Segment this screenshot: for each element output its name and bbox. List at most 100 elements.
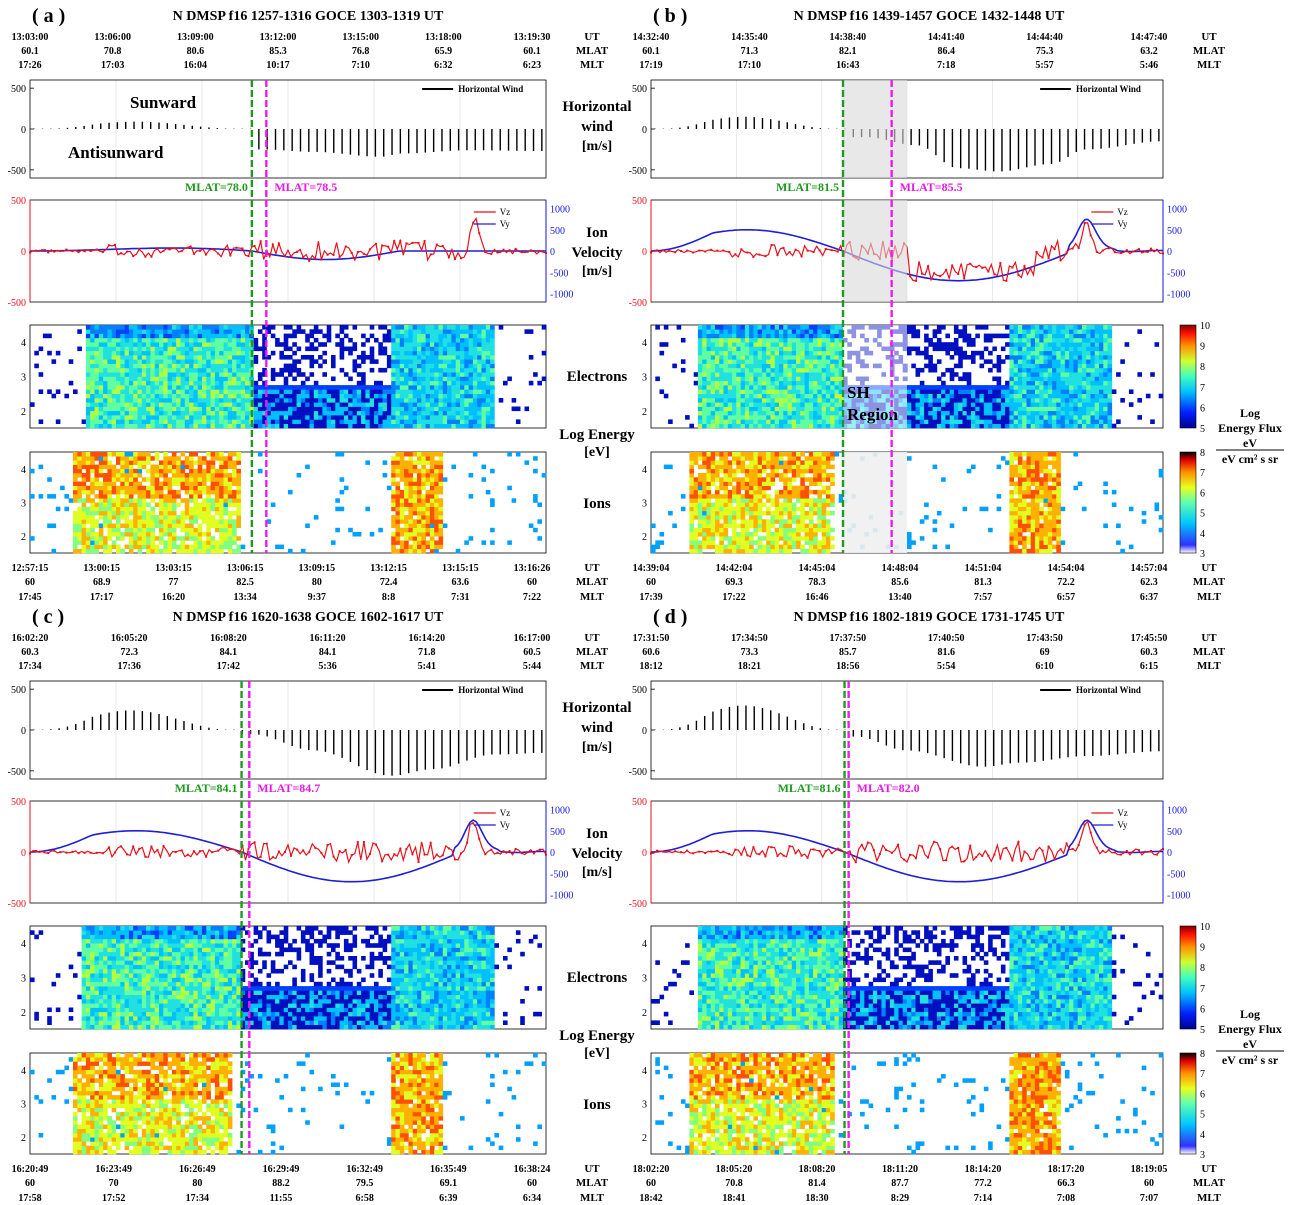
- ion-cell: [404, 515, 409, 520]
- ion-cell: [421, 456, 426, 461]
- electron-cell: [950, 385, 955, 390]
- electron-cell: [176, 351, 181, 356]
- electron-cell: [749, 329, 754, 334]
- electron-cell: [426, 347, 431, 352]
- ion-cell: [168, 469, 173, 474]
- top-mlat-tick: 82.1: [839, 46, 857, 57]
- electron-cell: [413, 398, 418, 403]
- electron-cell: [155, 394, 160, 399]
- electron-cell: [181, 407, 186, 412]
- electron-cell: [400, 334, 405, 339]
- electron-cell: [181, 355, 186, 360]
- ion-cell: [211, 490, 216, 495]
- ion-cell: [426, 545, 431, 550]
- ion-cell: [232, 532, 237, 537]
- vz-point: [795, 249, 797, 251]
- ion-cell: [434, 545, 439, 550]
- electron-cell: [172, 364, 177, 369]
- electron-cell: [348, 385, 353, 390]
- electron-cell: [698, 355, 703, 360]
- ion-cell: [404, 507, 409, 512]
- ion-cell: [73, 473, 78, 478]
- electron-cell: [928, 394, 933, 399]
- electron-cell: [90, 372, 95, 377]
- ion-cell: [103, 477, 108, 482]
- electron-cell: [292, 389, 297, 394]
- electron-cell: [284, 389, 289, 394]
- vz-point: [915, 280, 917, 282]
- electron-cell: [383, 411, 388, 416]
- electron-cell: [120, 355, 125, 360]
- electron-cell: [473, 351, 478, 356]
- ion-cell: [159, 519, 164, 524]
- electron-cell: [206, 402, 211, 407]
- electron-cell: [439, 325, 444, 330]
- electron-cell: [473, 377, 478, 382]
- electron-cell: [404, 419, 409, 424]
- electron-cell: [340, 329, 345, 334]
- electron-cell: [400, 394, 405, 399]
- ion-cell: [163, 507, 168, 512]
- electron-cell: [112, 351, 117, 356]
- ion-cell: [430, 477, 435, 482]
- ion-cell: [198, 532, 203, 537]
- electron-cell: [353, 411, 358, 416]
- electron-cell: [779, 347, 784, 352]
- electron-cell: [835, 377, 840, 382]
- electron-cell: [374, 424, 379, 429]
- electron-cell: [215, 381, 220, 386]
- electron-cell: [155, 407, 160, 412]
- ion-cell: [408, 490, 413, 495]
- vz-point: [339, 256, 341, 258]
- electron-cell: [292, 411, 297, 416]
- electron-cell: [707, 394, 712, 399]
- electron-cell: [439, 381, 444, 386]
- wind-legend-label: Horizontal Wind: [1076, 84, 1141, 94]
- electron-cell: [301, 329, 306, 334]
- electron-cell: [279, 415, 284, 420]
- bottom-mlt-tick: 7:31: [451, 592, 469, 603]
- ion-cell: [133, 477, 138, 482]
- electron-cell: [473, 359, 478, 364]
- electron-cell: [271, 377, 276, 382]
- electron-cell: [792, 329, 797, 334]
- electron-cell: [907, 419, 912, 424]
- electron-cell: [181, 402, 186, 407]
- electron-cell: [361, 402, 366, 407]
- electron-cell: [745, 325, 750, 330]
- electron-cell: [331, 411, 336, 416]
- vz-point: [1036, 251, 1038, 253]
- ion-cell: [159, 486, 164, 491]
- ion-cell: [107, 503, 112, 508]
- electron-cell: [241, 381, 246, 386]
- electron-cell: [800, 385, 805, 390]
- ion-cell: [430, 494, 435, 499]
- ion-cell: [426, 460, 431, 465]
- ion-cell: [159, 511, 164, 516]
- electron-cell: [758, 411, 763, 416]
- electron-cell: [753, 411, 758, 416]
- electron-cell: [99, 372, 104, 377]
- electron-cell: [758, 381, 763, 386]
- electron-cell: [711, 402, 716, 407]
- electron-cell: [305, 424, 310, 429]
- ion-cell: [142, 540, 147, 545]
- electron-cell: [822, 377, 827, 382]
- electron-cell: [426, 377, 431, 382]
- ion-cell: [181, 519, 186, 524]
- ion-cell: [258, 452, 263, 457]
- electron-cell: [103, 411, 108, 416]
- electron-cell: [159, 402, 164, 407]
- electron-cell: [305, 338, 310, 343]
- electron-cell: [120, 389, 125, 394]
- ion-cell: [185, 465, 190, 470]
- electron-cell: [56, 351, 61, 356]
- ion-cell: [155, 465, 160, 470]
- ion-cell: [365, 507, 370, 512]
- electron-cell: [796, 364, 801, 369]
- electron-cell: [460, 359, 465, 364]
- ion-cell: [90, 528, 95, 533]
- electron-cell: [783, 359, 788, 364]
- ion-cell: [138, 473, 143, 478]
- electron-cell: [728, 368, 733, 373]
